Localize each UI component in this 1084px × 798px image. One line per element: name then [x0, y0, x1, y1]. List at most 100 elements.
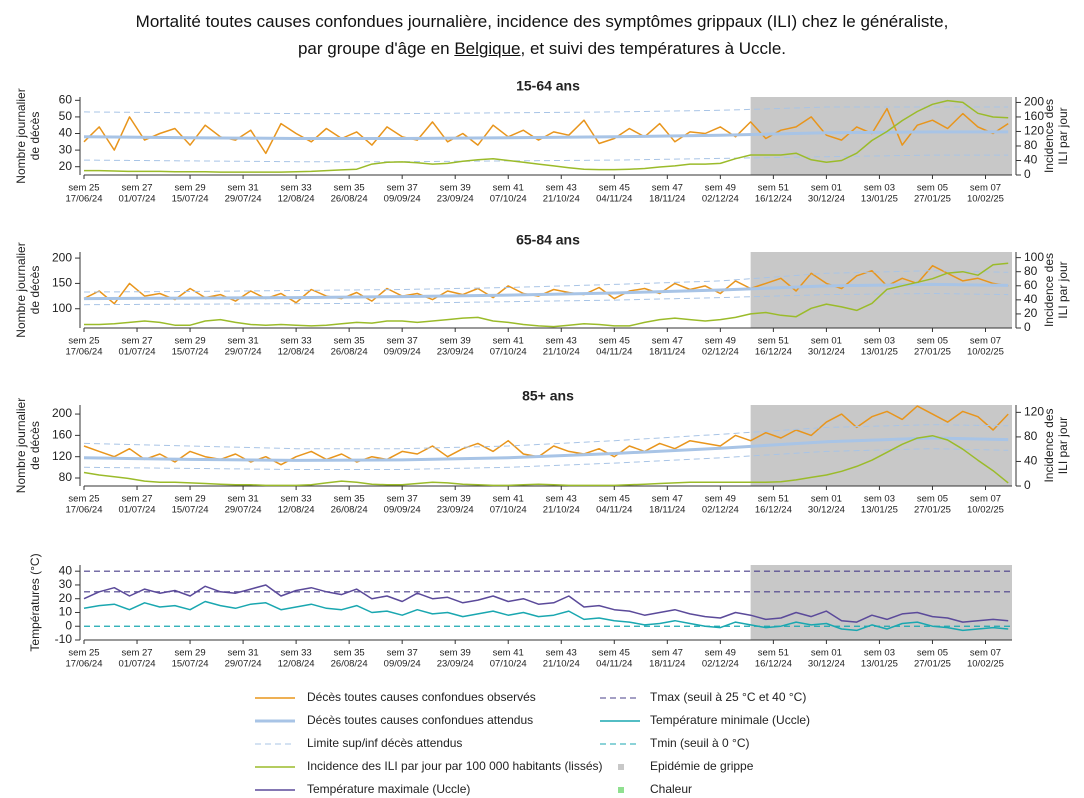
y2-tick-label: 20	[1024, 306, 1038, 320]
flu-epidemic-area	[750, 97, 1012, 175]
x-tick-label: sem 33	[281, 648, 312, 659]
x-tick-label: sem 35	[334, 648, 365, 659]
x-tick-label: sem 37	[387, 648, 418, 659]
y2-tick-label: 60	[1024, 278, 1038, 292]
x-tick-label: sem 07	[970, 648, 1001, 659]
x-tick-label: sem 45	[599, 494, 630, 505]
x-tick-date: 23/09/24	[437, 505, 474, 516]
x-tick-date: 04/11/24	[596, 347, 632, 358]
x-tick-label: sem 47	[652, 494, 683, 505]
y2-tick-label: 0	[1024, 478, 1031, 492]
x-tick-date: 29/07/24	[225, 194, 262, 205]
legend-label: Epidémie de grippe	[650, 759, 754, 773]
legend-label: Décès toutes causes confondues attendus	[307, 713, 533, 727]
x-tick-date: 09/09/24	[384, 505, 421, 516]
y2-tick-label: 120	[1024, 124, 1044, 138]
x-tick-label: sem 39	[440, 648, 471, 659]
x-tick-label: sem 35	[334, 336, 365, 347]
y2-tick-label: 80	[1024, 429, 1038, 443]
series-line	[84, 262, 1009, 328]
x-tick-date: 30/12/24	[808, 659, 845, 670]
x-tick-date: 26/08/24	[331, 194, 368, 205]
x-tick-date: 09/09/24	[384, 347, 421, 358]
x-tick-date: 16/12/24	[755, 659, 792, 670]
x-tick-label: sem 37	[387, 494, 418, 505]
y-tick-label: 20	[59, 591, 73, 605]
x-tick-date: 13/01/25	[861, 347, 898, 358]
y-tick-label: 120	[52, 449, 72, 463]
y2-tick-label: 0	[1024, 167, 1031, 181]
y-tick-label: 30	[59, 142, 73, 156]
x-tick-date: 13/01/25	[861, 659, 898, 670]
legend-label: Température minimale (Uccle)	[650, 713, 810, 727]
x-tick-date: 16/12/24	[755, 505, 792, 516]
y2-tick-label: 0	[1024, 320, 1031, 334]
x-tick-label: sem 39	[440, 494, 471, 505]
x-tick-label: sem 41	[493, 183, 524, 194]
x-tick-label: sem 39	[440, 336, 471, 347]
x-tick-date: 04/11/24	[596, 505, 632, 516]
x-tick-label: sem 49	[705, 494, 736, 505]
y2-tick-label: 120	[1024, 405, 1044, 419]
legend-label: Incidence des ILI par jour par 100 000 h…	[307, 759, 603, 773]
x-tick-label: sem 07	[970, 336, 1001, 347]
x-tick-label: sem 07	[970, 183, 1001, 194]
title-line: par groupe d'âge en Belgique, et suivi d…	[0, 35, 1084, 62]
legend-swatch	[618, 764, 624, 770]
legend-label: Limite sup/inf décès attendus	[307, 736, 462, 750]
y2-tick-label: 80	[1024, 264, 1038, 278]
y-tick-label: 20	[59, 159, 73, 173]
title-line: Mortalité toutes causes confondues journ…	[135, 12, 949, 31]
x-tick-date: 07/10/24	[490, 347, 527, 358]
y2-axis-title: Incidence des	[1042, 408, 1056, 482]
x-tick-label: sem 47	[652, 648, 683, 659]
y2-tick-label: 200	[1024, 95, 1044, 109]
series-line	[83, 264, 1009, 305]
x-tick-date: 09/09/24	[384, 659, 421, 670]
x-tick-date: 29/07/24	[225, 347, 262, 358]
x-tick-date: 15/07/24	[172, 347, 209, 358]
x-tick-date: 17/06/24	[66, 194, 103, 205]
x-tick-date: 21/10/24	[543, 194, 580, 205]
y-axis-title: de décès	[28, 266, 42, 315]
x-tick-date: 01/07/24	[119, 347, 156, 358]
x-tick-label: sem 51	[758, 183, 789, 194]
x-tick-date: 17/06/24	[66, 659, 103, 670]
x-tick-date: 15/07/24	[172, 194, 209, 205]
x-tick-date: 13/01/25	[861, 194, 898, 205]
y2-tick-label: 40	[1024, 153, 1038, 167]
x-tick-date: 26/08/24	[331, 347, 368, 358]
x-tick-date: 27/01/25	[914, 194, 951, 205]
series-line	[83, 282, 1009, 301]
series-line	[83, 293, 1009, 306]
x-tick-label: sem 03	[864, 183, 895, 194]
x-tick-date: 01/07/24	[119, 505, 156, 516]
title-part: , et suivi des températures à Uccle.	[520, 39, 787, 58]
y-tick-label: 200	[52, 406, 72, 420]
x-tick-date: 30/12/24	[808, 347, 845, 358]
x-tick-date: 18/11/24	[649, 347, 685, 358]
x-tick-date: 12/08/24	[278, 505, 315, 516]
x-tick-date: 27/01/25	[914, 347, 951, 358]
y2-tick-label: 40	[1024, 454, 1038, 468]
x-tick-date: 10/02/25	[967, 347, 1004, 358]
x-tick-label: sem 33	[281, 494, 312, 505]
y-axis-title: de décès	[28, 112, 42, 161]
x-tick-date: 07/10/24	[490, 194, 527, 205]
x-tick-date: 23/09/24	[437, 659, 474, 670]
x-tick-label: sem 05	[917, 336, 948, 347]
x-tick-label: sem 51	[758, 648, 789, 659]
x-tick-date: 30/12/24	[808, 194, 845, 205]
y-tick-label: 200	[52, 250, 72, 264]
x-tick-label: sem 43	[546, 648, 577, 659]
x-tick-date: 18/11/24	[649, 659, 685, 670]
x-tick-date: 29/07/24	[225, 659, 262, 670]
x-tick-label: sem 51	[758, 494, 789, 505]
x-tick-label: sem 25	[68, 494, 99, 505]
y-tick-label: 10	[59, 605, 73, 619]
x-tick-date: 21/10/24	[543, 505, 580, 516]
y-tick-label: 30	[59, 577, 73, 591]
x-tick-label: sem 39	[440, 183, 471, 194]
series-line	[83, 448, 1009, 470]
